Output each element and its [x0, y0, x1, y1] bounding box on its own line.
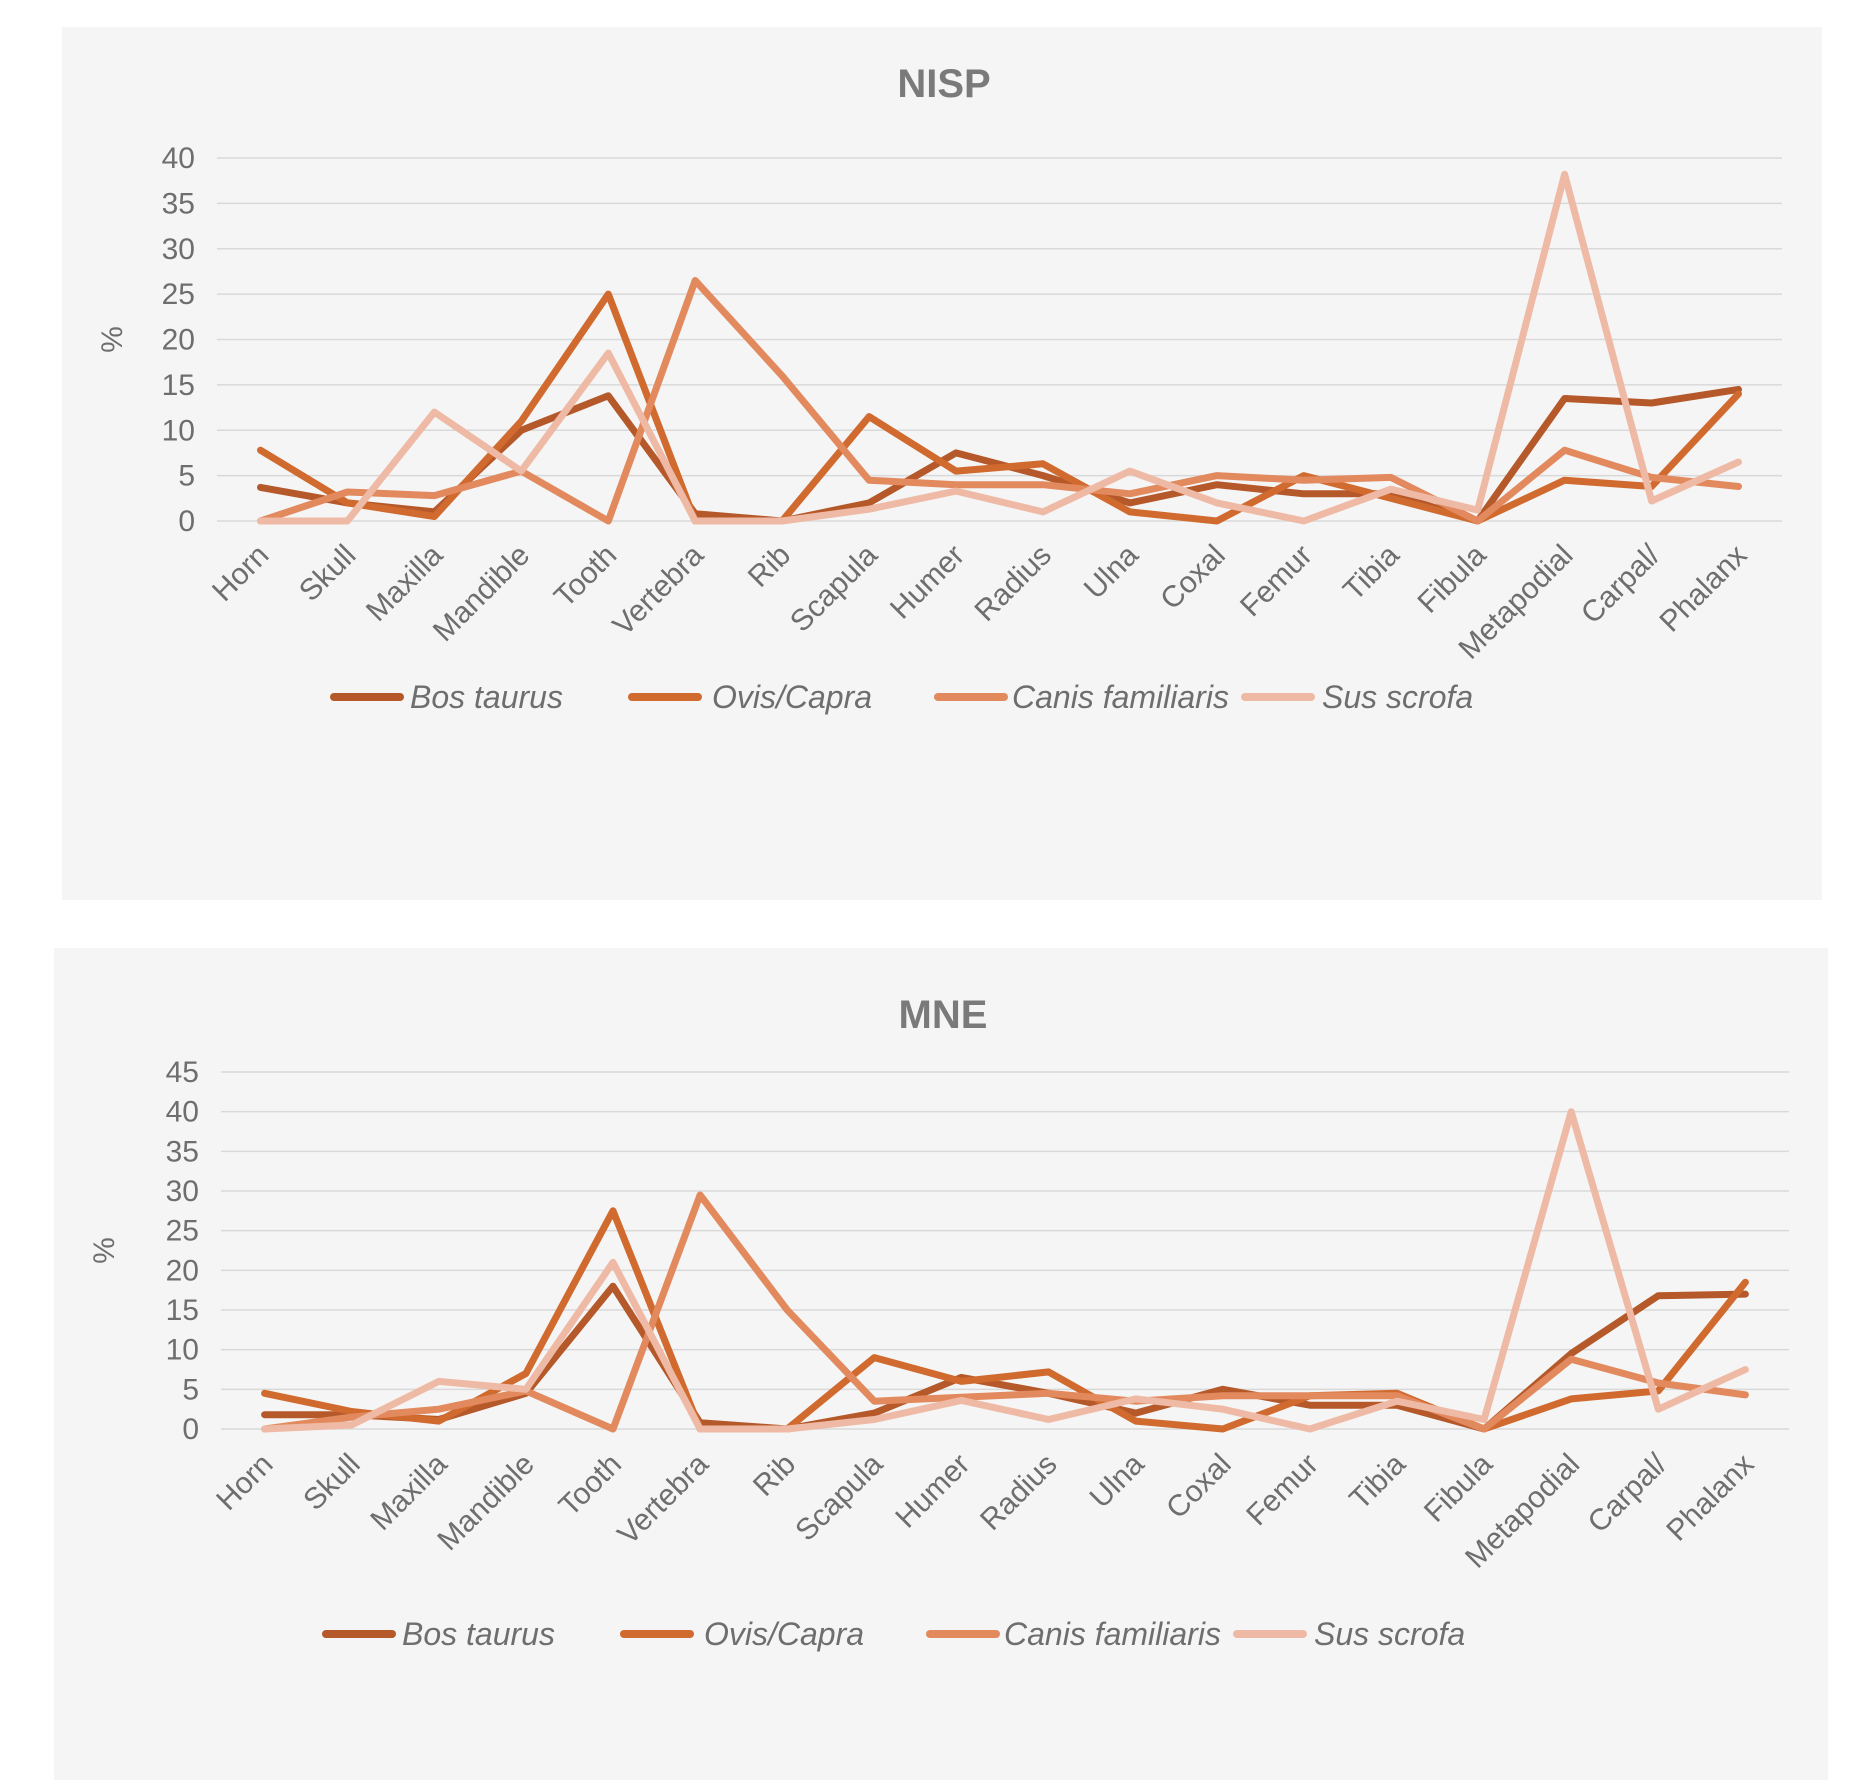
y-tick-label: 25: [166, 1215, 199, 1248]
x-tick-label: Tooth: [548, 539, 623, 614]
series-line-canis-familiaris: [261, 1191, 1749, 1433]
y-tick-label: 35: [162, 187, 195, 220]
series-line-ovis-capra: [257, 290, 1742, 525]
y-tick-label: 40: [162, 142, 195, 175]
x-tick-label: Rib: [742, 539, 797, 594]
y-tick-label: 30: [166, 1175, 199, 1208]
x-tick-label: Humer: [889, 1448, 976, 1535]
nisp-series-group: [257, 170, 1742, 525]
legend-label: Ovis/Capra: [704, 1616, 864, 1652]
series-line-sus-scrofa: [257, 170, 1742, 525]
mne-chart-panel: MNE 0 5 10 15 20 25 30 35 40 45% Horn Skull Maxilla Ma…: [54, 948, 1828, 1780]
x-tick-label: Fibula: [1412, 538, 1493, 619]
x-tick-label: Scapula: [784, 538, 884, 638]
legend-label: Sus scrofa: [1314, 1616, 1465, 1652]
x-tick-label: Ulna: [1078, 538, 1145, 605]
y-axis-label: %: [96, 326, 129, 353]
y-tick-label: 10: [166, 1334, 199, 1367]
y-tick-label: 0: [182, 1413, 199, 1446]
x-tick-label: Skull: [293, 539, 362, 608]
x-tick-label: Carpal/: [1582, 1447, 1674, 1539]
y-tick-label: 5: [178, 460, 195, 493]
y-tick-label: 25: [162, 278, 195, 311]
legend-label: Ovis/Capra: [712, 679, 872, 715]
x-tick-label: Tibia: [1343, 1447, 1412, 1516]
x-tick-label: Femur: [1240, 1448, 1325, 1533]
x-tick-label: Skull: [297, 1448, 366, 1517]
legend-label: Bos taurus: [410, 679, 563, 715]
x-tick-label: Coxal: [1160, 1448, 1238, 1526]
x-tick-label: Vertebra: [607, 538, 711, 642]
series-line-sus-scrofa: [261, 1108, 1749, 1433]
x-tick-label: Mandible: [427, 539, 536, 648]
y-axis-label: %: [88, 1237, 121, 1264]
y-tick-label: 20: [166, 1254, 199, 1287]
nisp-chart-panel: NISP 0 5 10 15 20 25 30 35 40% Horn Skull Maxilla Man…: [62, 27, 1822, 900]
series-line-ovis-capra: [261, 1207, 1749, 1433]
y-tick-label: 15: [166, 1294, 199, 1327]
x-tick-label: Radius: [974, 1448, 1063, 1537]
legend-label: Canis familiaris: [1004, 1616, 1221, 1652]
y-tick-label: 0: [178, 505, 195, 538]
mne-chart-title: MNE: [899, 993, 988, 1037]
x-tick-label: Femur: [1234, 539, 1319, 624]
y-tick-label: 35: [166, 1135, 199, 1168]
y-tick-label: 15: [162, 369, 195, 402]
x-tick-label: Phalanx: [1660, 1448, 1760, 1548]
x-tick-label: Tibia: [1337, 538, 1406, 607]
legend-label: Canis familiaris: [1012, 679, 1229, 715]
x-tick-label: Mandible: [431, 1448, 540, 1557]
series-line-canis-familiaris: [257, 277, 1742, 525]
y-tick-label: 40: [166, 1096, 199, 1129]
x-tick-label: Horn: [210, 1448, 279, 1517]
y-tick-label: 30: [162, 233, 195, 266]
legend-label: Bos taurus: [402, 1616, 555, 1652]
y-tick-label: 5: [182, 1373, 199, 1406]
mne-series-group: [261, 1108, 1749, 1433]
y-tick-label: 10: [162, 414, 195, 447]
nisp-chart-title: NISP: [897, 62, 990, 106]
x-tick-label: Phalanx: [1653, 539, 1753, 639]
y-tick-label: 45: [166, 1056, 199, 1089]
x-tick-label: Radius: [969, 539, 1058, 628]
x-tick-label: Scapula: [789, 1447, 889, 1547]
x-tick-label: Tooth: [553, 1448, 628, 1523]
x-tick-label: Carpal/: [1575, 538, 1667, 630]
x-tick-label: Ulna: [1084, 1447, 1151, 1514]
legend-label: Sus scrofa: [1322, 679, 1473, 715]
x-tick-label: Rib: [747, 1448, 802, 1503]
x-tick-label: Coxal: [1154, 539, 1232, 617]
x-tick-label: Fibula: [1418, 1447, 1499, 1528]
x-tick-label: Humer: [884, 539, 971, 626]
y-tick-label: 20: [162, 324, 195, 357]
x-tick-label: Vertebra: [612, 1447, 716, 1551]
nisp-legend: Bos taurus Ovis/Capra Canis familiaris Sus …: [330, 679, 1473, 715]
mne-legend: Bos taurus Ovis/Capra Canis familiaris Sus …: [322, 1616, 1465, 1652]
x-tick-label: Horn: [206, 539, 275, 608]
